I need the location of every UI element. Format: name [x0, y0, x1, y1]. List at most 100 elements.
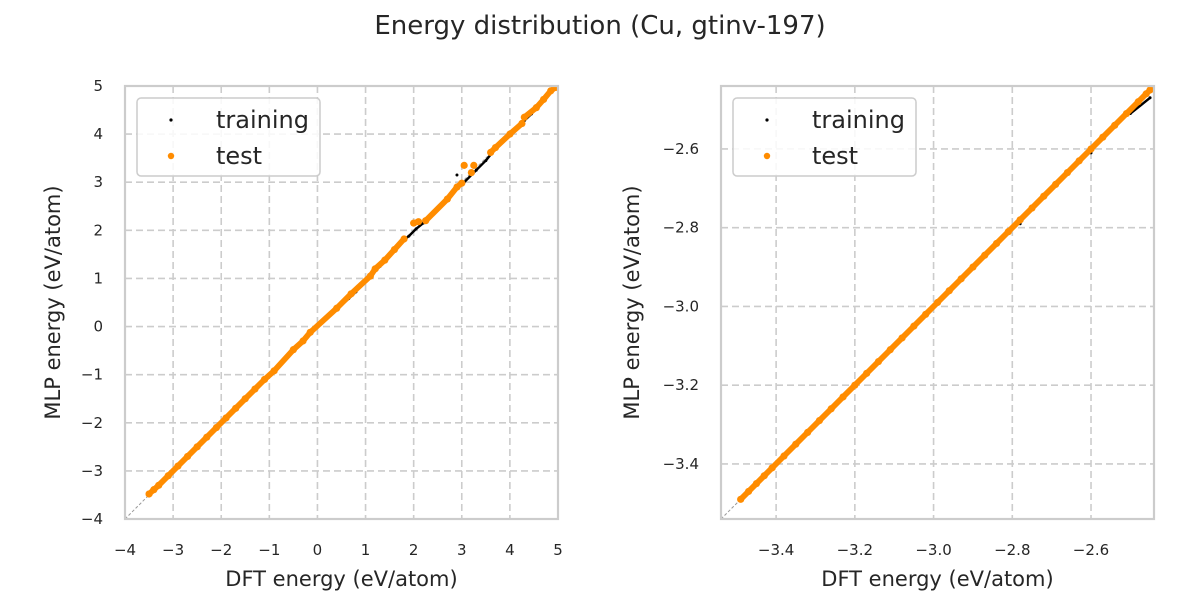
test-point: [174, 462, 182, 470]
test-point: [780, 452, 788, 460]
x-tick-label: 5: [553, 541, 563, 559]
test-point: [487, 148, 495, 156]
x-tick-label: −3: [162, 541, 184, 559]
test-point: [306, 328, 314, 336]
x-tick-label: 2: [409, 541, 419, 559]
test-point: [760, 472, 768, 480]
test-point-band: [422, 196, 451, 224]
training-point-band: [407, 227, 418, 238]
y-tick-label: −2.6: [663, 140, 699, 158]
test-point: [414, 218, 423, 226]
y-tick-label: 5: [93, 77, 103, 95]
test-point: [933, 298, 942, 307]
test-point: [467, 169, 475, 177]
test-point: [898, 334, 906, 342]
y-tick-label: 3: [93, 173, 103, 191]
test-legend-label: test: [812, 142, 858, 170]
test-point: [1063, 169, 1071, 177]
test-point: [945, 287, 953, 295]
x-axis-label: DFT energy (eV/atom): [821, 567, 1053, 591]
y-tick-label: −3: [81, 462, 103, 480]
test-point: [1122, 109, 1131, 118]
test-point: [145, 490, 153, 498]
training-point-band: [414, 221, 425, 231]
test-point: [520, 113, 528, 121]
x-tick-label: −2: [210, 541, 232, 559]
test-point: [212, 423, 221, 432]
x-tick-label: 0: [313, 541, 323, 559]
test-point: [744, 487, 753, 496]
test-point: [422, 217, 430, 225]
test-point: [969, 263, 977, 271]
test-point: [1111, 121, 1119, 129]
test-point: [1134, 98, 1142, 106]
test-point: [193, 443, 201, 451]
test-point: [400, 235, 408, 243]
x-tick-label: 4: [505, 541, 515, 559]
test-legend-label: test: [216, 142, 262, 170]
x-axis-label: DFT energy (eV/atom): [225, 567, 457, 591]
test-point: [458, 179, 466, 187]
x-tick-label: −4: [114, 541, 136, 559]
test-point: [203, 433, 211, 441]
test-point: [506, 130, 514, 138]
y-axis-label: MLP energy (eV/atom): [41, 185, 65, 419]
test-point: [981, 251, 989, 259]
plot-area: [125, 86, 558, 519]
test-point: [347, 290, 355, 298]
test-point-band: [307, 305, 340, 336]
test-point: [1016, 216, 1024, 224]
y-tick-label: −2: [81, 414, 103, 432]
test-point: [232, 404, 240, 412]
test-point: [752, 479, 761, 488]
axes-frame: [123, 84, 560, 521]
x-tick-label: −1: [258, 541, 280, 559]
x-tick-label: −3.4: [758, 541, 794, 559]
y-tick-label: −3.0: [663, 297, 699, 315]
training-legend-label: training: [216, 106, 309, 134]
test-point: [886, 346, 894, 354]
y-tick-label: −4: [81, 510, 103, 528]
test-point: [453, 183, 461, 191]
left-energy-scatter-plot: −4 −3 −2 −1 0 1 2 3 4 5 −4 −3 −2 −1 0 1 2 3 4 5 DFT energy (…: [41, 77, 563, 591]
test-point: [381, 256, 389, 264]
x-tick-label: 1: [361, 541, 371, 559]
test-point: [183, 452, 192, 461]
y-tick-label: −1: [81, 366, 103, 384]
axes-frame: [719, 84, 1156, 521]
training-point: [484, 159, 488, 163]
test-point: [1146, 86, 1154, 94]
test-point: [460, 161, 468, 169]
test-point: [443, 195, 451, 203]
test-point: [768, 464, 776, 472]
test-point: [150, 486, 158, 494]
test-point: [992, 239, 1001, 248]
training-point: [414, 227, 418, 231]
test-point: [839, 393, 847, 401]
y-tick-label: 0: [93, 318, 103, 336]
test-point: [155, 481, 163, 489]
y-tick-label: 1: [93, 269, 103, 287]
legend-box: [136, 97, 321, 177]
test-point: [532, 104, 540, 112]
legend-box: [732, 97, 917, 177]
test-point: [222, 414, 230, 422]
test-point: [270, 367, 278, 375]
plot-area: [721, 86, 1154, 519]
test-point: [922, 310, 930, 318]
test-point: [390, 245, 399, 254]
test-point: [1004, 228, 1012, 236]
test-point: [251, 385, 259, 393]
legend: training test: [732, 97, 917, 177]
test-point: [260, 375, 269, 384]
training-point-band: [475, 159, 488, 172]
test-legend-marker: [167, 152, 175, 160]
test-legend-marker: [763, 152, 771, 160]
test-point: [1040, 192, 1048, 200]
test-point-band: [271, 346, 297, 374]
y-tick-label: −3.4: [663, 455, 699, 473]
legend: training test: [136, 97, 321, 177]
test-point: [815, 416, 824, 425]
test-point: [333, 304, 341, 312]
